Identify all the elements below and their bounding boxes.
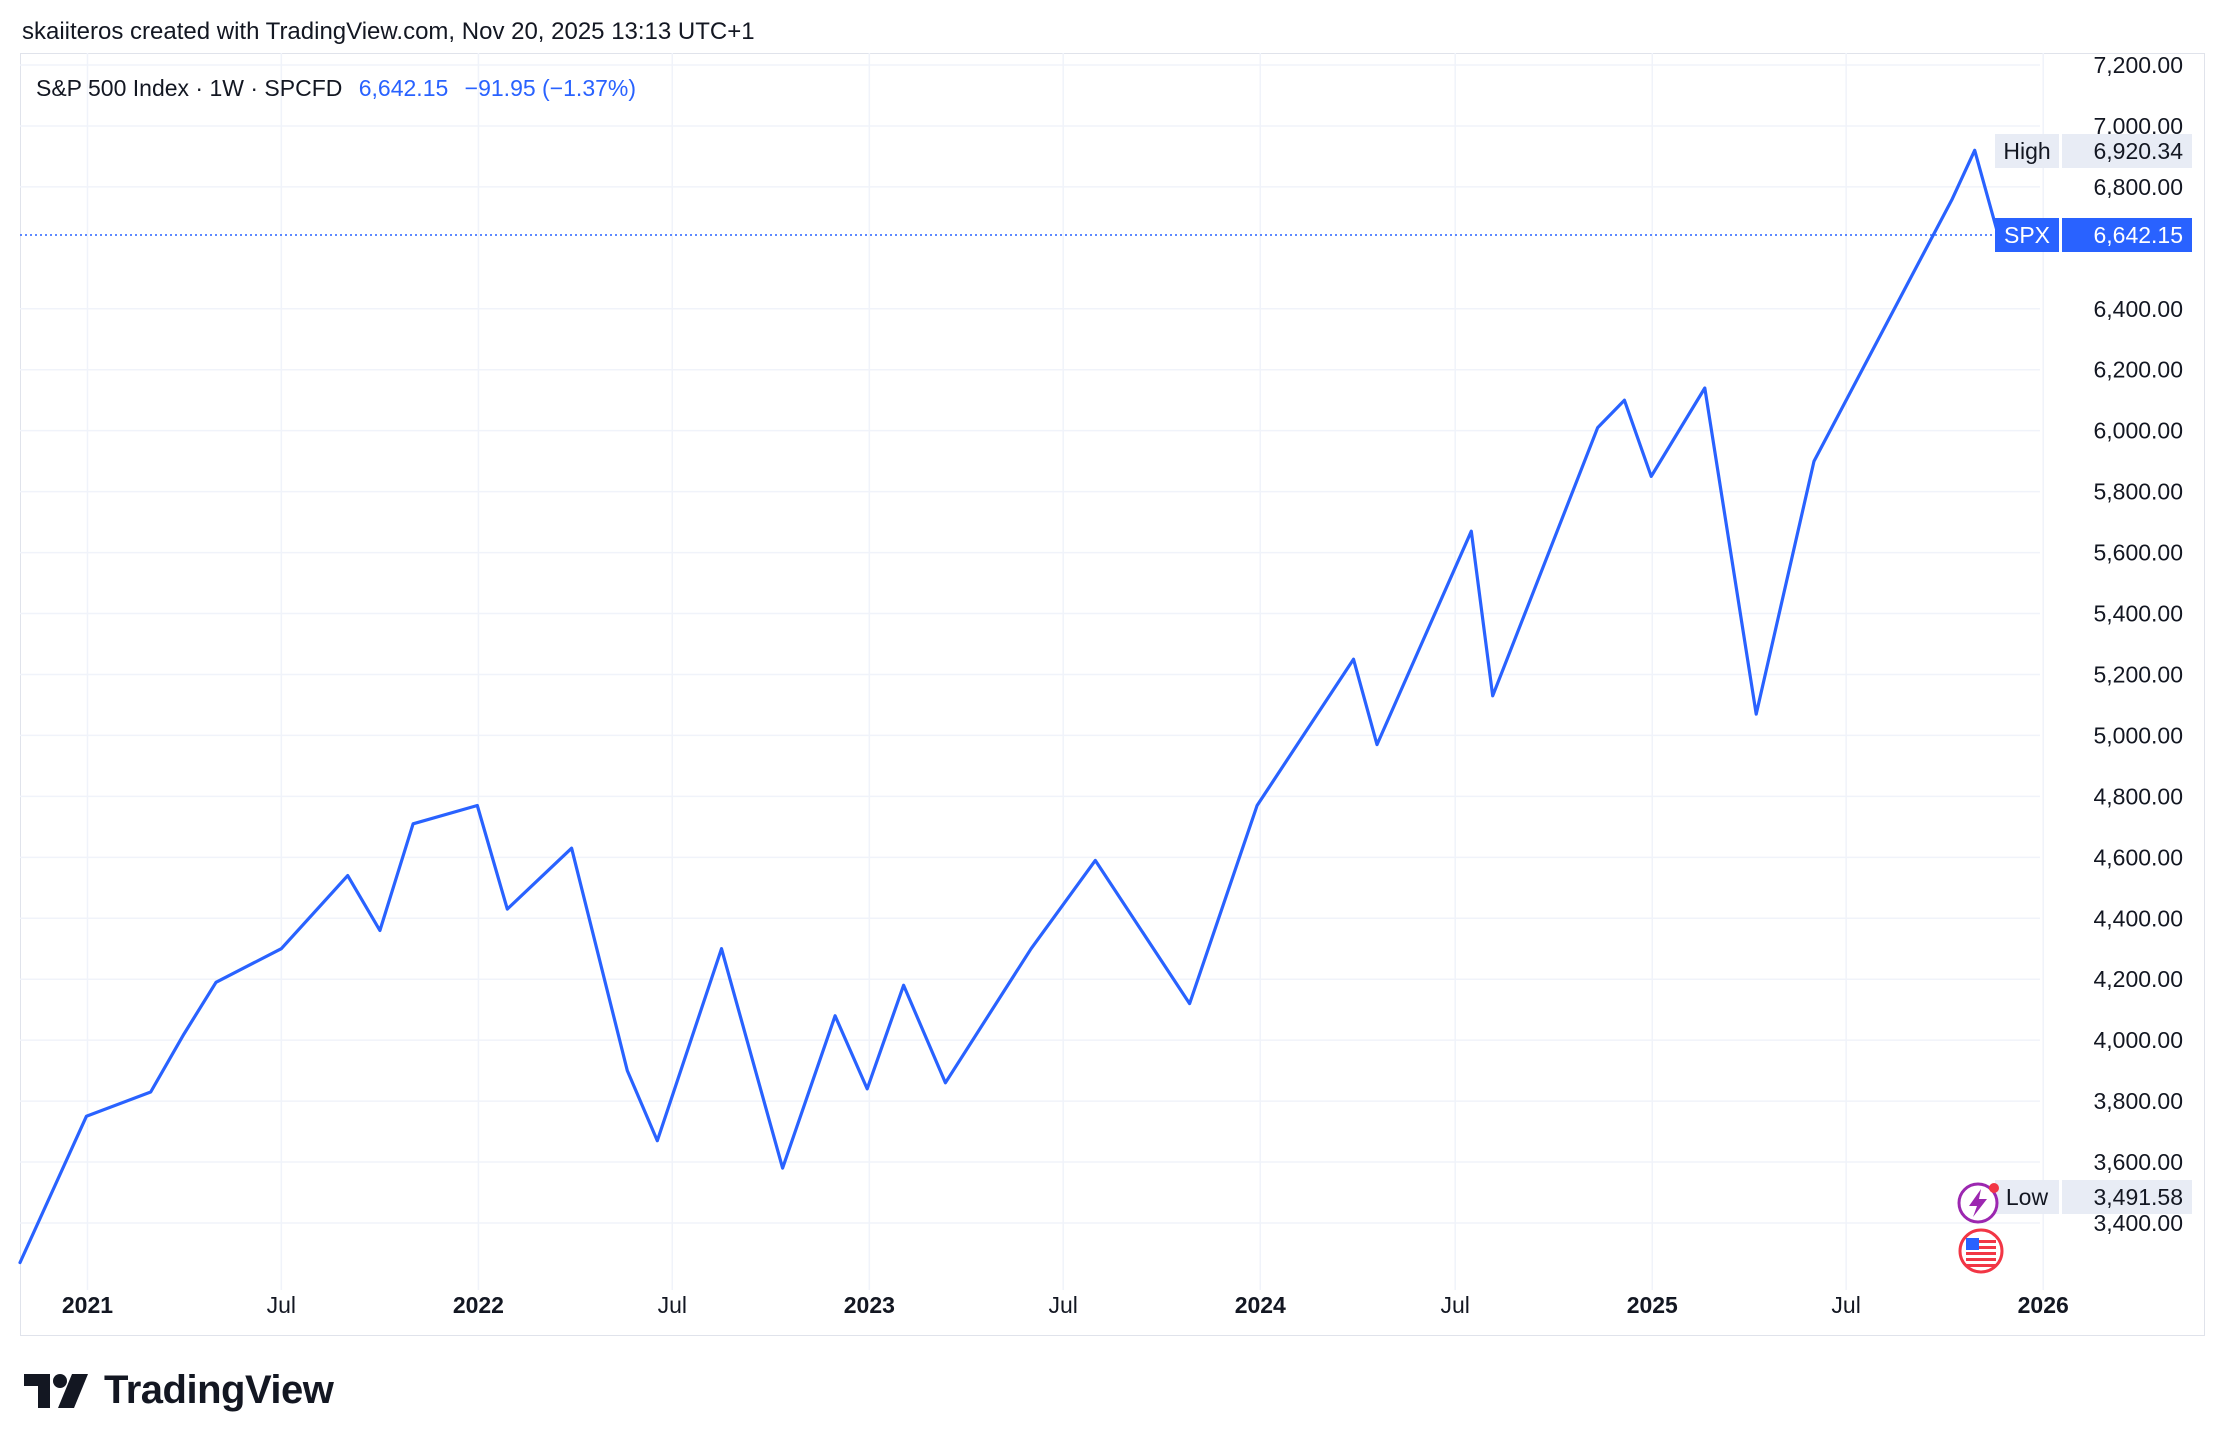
y-tick-label: 6,200.00 (2093, 357, 2183, 383)
last-price-badge-tag-bg (1995, 217, 2059, 252)
low-marker-value: 3,491.58 (2093, 1184, 2183, 1210)
legend-change: −91.95 (−1.37%) (464, 75, 637, 101)
x-tick-label: 2023 (844, 1292, 895, 1318)
high-marker-tag-bg (1995, 134, 2059, 168)
x-tick-label: 2022 (453, 1292, 504, 1318)
credit-text: skaiiteros created with TradingView.com,… (22, 18, 755, 45)
y-tick-label: 7,200.00 (2093, 52, 2183, 78)
x-tick-label: Jul (267, 1292, 296, 1318)
high-marker-value: 6,920.34 (2093, 138, 2183, 164)
y-tick-label: 4,200.00 (2093, 966, 2183, 992)
y-tick-label: 3,800.00 (2093, 1088, 2183, 1114)
last-price-badge-value-bg (2062, 217, 2192, 252)
y-tick-label: 5,400.00 (2093, 601, 2183, 627)
legend-symbol: S&P 500 Index · 1W · SPCFD (36, 75, 343, 101)
x-tick-label: 2024 (1235, 1292, 1286, 1318)
y-tick-label: 5,800.00 (2093, 479, 2183, 505)
high-marker: High 6,920.34 (1995, 134, 2192, 168)
x-tick-label: 2025 (1627, 1292, 1678, 1318)
y-tick-label: 6,400.00 (2093, 296, 2183, 322)
last-price-badge-tag: SPX (2004, 222, 2050, 248)
y-tick-label: 3,600.00 (2093, 1149, 2183, 1175)
x-tick-label: 2021 (62, 1292, 113, 1318)
x-tick-label: 2026 (2018, 1292, 2069, 1318)
x-tick-label: Jul (1048, 1292, 1077, 1318)
x-tick-label: Jul (658, 1292, 687, 1318)
low-marker-tag: Low (2006, 1184, 2049, 1210)
y-tick-label: 3,400.00 (2093, 1210, 2183, 1236)
tradingview-logo[interactable]: TradingView (24, 1368, 334, 1413)
grid (20, 53, 2044, 1290)
y-tick-label: 4,800.00 (2093, 783, 2183, 809)
chart-legend: S&P 500 Index · 1W · SPCFD 6,642.15 −91.… (36, 75, 636, 102)
low-marker: Low 3,491.58 (1995, 1180, 2192, 1214)
us-flag-icon[interactable] (1958, 1228, 2004, 1274)
price-chart[interactable]: 3,400.00 3,600.00 3,800.00 4,000.00 4,200.00… (0, 0, 2222, 1340)
x-axis: 2021 Jul 2022 Jul 2023 Jul 2024 Jul 2025 Jul 2026 (62, 1292, 2069, 1318)
legend-last-price: 6,642.15 (358, 75, 449, 101)
y-axis: 3,400.00 3,600.00 3,800.00 4,000.00 4,200.00… (2093, 52, 2183, 1236)
high-marker-value-bg (2062, 134, 2192, 168)
price-series-line (18, 148, 2000, 1265)
last-price-badge-value: 6,642.15 (2093, 222, 2183, 248)
chart-frame[interactable] (20, 53, 2205, 1336)
y-tick-label: 4,600.00 (2093, 844, 2183, 870)
tradingview-wordmark: TradingView (104, 1368, 334, 1412)
y-tick-label: 5,000.00 (2093, 722, 2183, 748)
y-tick-label: 5,600.00 (2093, 540, 2183, 566)
low-marker-value-bg (2062, 1180, 2192, 1214)
high-marker-tag: High (2003, 138, 2050, 164)
x-tick-label: Jul (1831, 1292, 1860, 1318)
lightning-icon[interactable] (1957, 1182, 1999, 1224)
y-tick-label: 5,200.00 (2093, 661, 2183, 687)
y-tick-label: 4,000.00 (2093, 1027, 2183, 1053)
y-tick-label: 6,000.00 (2093, 418, 2183, 444)
axis-markers: High 6,920.34 SPX 6,642.15 Low 3,491.58 (1957, 134, 2192, 1274)
x-tick-label: Jul (1441, 1292, 1470, 1318)
tradingview-logo-icon (24, 1373, 88, 1408)
y-tick-label: 4,400.00 (2093, 905, 2183, 931)
last-price-badge: SPX 6,642.15 (1995, 217, 2192, 252)
y-tick-label: 6,800.00 (2093, 174, 2183, 200)
low-marker-tag-bg (1995, 1180, 2059, 1214)
